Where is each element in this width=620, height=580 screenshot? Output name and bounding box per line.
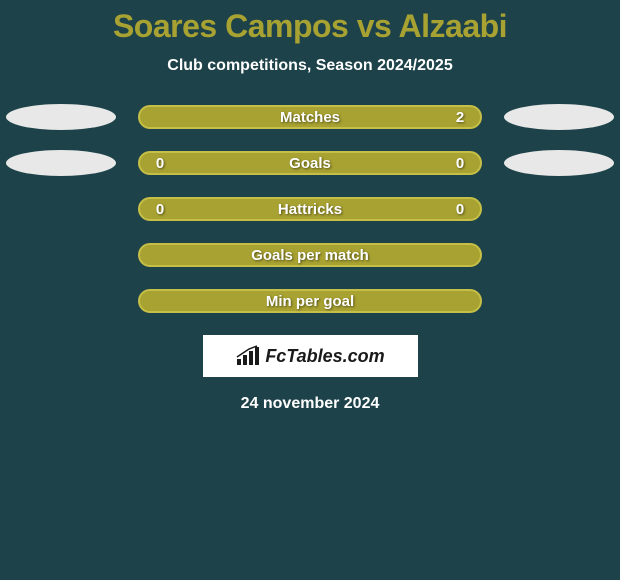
stat-value-left: 0	[150, 201, 170, 218]
stat-row-hattricks: 0 Hattricks 0	[0, 197, 620, 221]
logo-text: FcTables.com	[265, 346, 384, 367]
stat-label: Hattricks	[278, 201, 342, 218]
page-title: Soares Campos vs Alzaabi	[0, 8, 620, 45]
stat-bar: Goals per match	[138, 243, 482, 267]
logo-box: FcTables.com	[203, 335, 418, 377]
ellipse-left-icon	[6, 104, 116, 130]
stat-bar: Matches 2	[138, 105, 482, 129]
stat-bar: Min per goal	[138, 289, 482, 313]
ellipse-right-icon	[504, 104, 614, 130]
date-text: 24 november 2024	[0, 395, 620, 413]
chart-icon	[235, 345, 261, 367]
stat-label: Goals per match	[251, 247, 369, 264]
page-subtitle: Club competitions, Season 2024/2025	[0, 57, 620, 75]
stat-row-min-per-goal: Min per goal	[0, 289, 620, 313]
stat-bar: 0 Hattricks 0	[138, 197, 482, 221]
stat-value-right: 0	[450, 201, 470, 218]
stat-bar: 0 Goals 0	[138, 151, 482, 175]
stat-label: Min per goal	[266, 293, 354, 310]
stat-row-matches: Matches 2	[0, 105, 620, 129]
stat-value-left: 0	[150, 155, 170, 172]
stats-section: Matches 2 0 Goals 0 0 Hattricks 0 Goals	[0, 105, 620, 313]
ellipse-left-icon	[6, 150, 116, 176]
ellipse-right-icon	[504, 150, 614, 176]
logo-content: FcTables.com	[235, 345, 384, 367]
stat-row-goals-per-match: Goals per match	[0, 243, 620, 267]
stat-label: Matches	[280, 109, 340, 126]
main-container: Soares Campos vs Alzaabi Club competitio…	[0, 0, 620, 413]
stat-value-right: 2	[450, 109, 470, 126]
stat-label: Goals	[289, 155, 331, 172]
stat-value-right: 0	[450, 155, 470, 172]
stat-row-goals: 0 Goals 0	[0, 151, 620, 175]
